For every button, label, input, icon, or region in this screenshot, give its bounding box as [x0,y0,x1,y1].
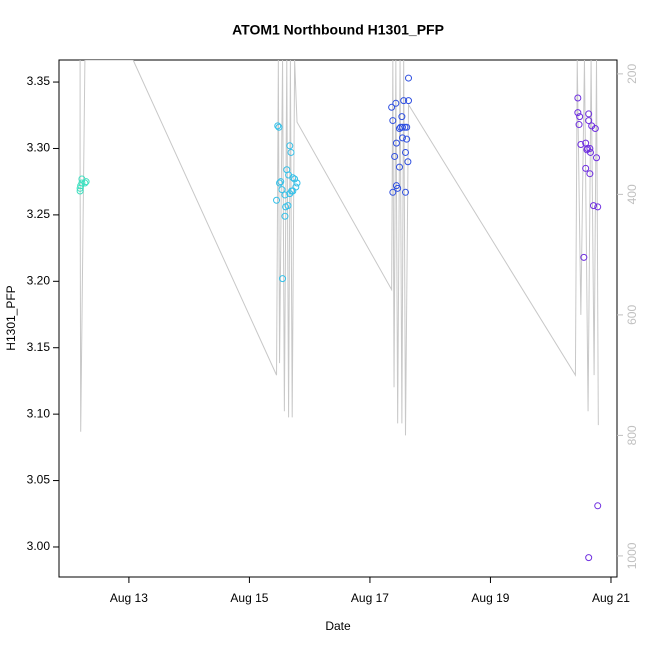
y-tick-label: 3.30 [27,141,51,155]
y-tick-label: 3.25 [27,207,51,221]
point [76,187,84,195]
point [287,148,295,156]
y2-tick-label: 1000 [625,542,639,569]
y2-tick-label: 200 [625,64,639,84]
point [394,184,402,192]
y-tick-label: 3.20 [27,273,51,287]
point [284,202,292,210]
point [401,123,409,131]
point [574,94,582,102]
x-axis-label: Date [325,619,351,633]
point [591,125,599,133]
plot-box [58,59,618,578]
y2-tick-label: 400 [625,184,639,204]
x-tick-label: Aug 19 [471,591,509,605]
point [278,186,286,194]
point [293,179,301,187]
x-tick-label: Aug 13 [110,591,148,605]
point [575,121,583,129]
point [404,158,412,166]
point [277,178,285,186]
point [398,134,406,142]
line [79,60,599,436]
point [405,97,413,105]
x-tick-label: Aug 17 [351,591,389,605]
point [401,188,409,196]
point [279,275,287,283]
point [276,179,284,187]
point [395,163,403,171]
point [586,170,594,178]
point [403,135,411,143]
point [392,139,400,147]
point [273,196,281,204]
point [585,117,593,125]
y2-tick-label: 600 [625,305,639,325]
point [586,148,594,156]
point [397,123,405,131]
point [400,97,408,105]
point [574,109,582,117]
point [289,174,297,182]
x-tick-label: Aug 15 [230,591,268,605]
point [405,74,413,82]
point [281,191,289,199]
point [274,122,282,130]
point [392,99,400,107]
point [585,554,593,562]
point [577,140,585,148]
plot-area [76,60,602,562]
chart-title: ATOM1 Northbound H1301_PFP [232,22,444,38]
point [389,188,397,196]
point [388,103,396,111]
point [281,212,289,220]
point [582,164,590,172]
point [589,202,597,210]
x-tick-label: Aug 21 [592,591,630,605]
point [292,183,300,191]
point [275,123,283,131]
point [286,142,294,150]
point [82,178,90,186]
point [580,253,588,261]
point [389,117,397,125]
y2-tick-label: 800 [625,425,639,445]
point [585,110,593,118]
point [81,179,89,187]
y-tick-label: 3.10 [27,406,51,420]
point [594,502,602,510]
y-axis-label: H1301_PFP [4,285,18,350]
point [398,123,406,131]
y-tick-label: 3.35 [27,74,51,88]
point [76,184,84,192]
point [594,203,602,211]
y-tick-label: 3.15 [27,340,51,354]
point [398,113,406,121]
point [401,148,409,156]
point [593,154,601,162]
point [391,152,399,160]
point [576,113,584,121]
y-tick-label: 3.00 [27,539,51,553]
point [586,144,594,152]
y-tick-label: 3.05 [27,473,51,487]
